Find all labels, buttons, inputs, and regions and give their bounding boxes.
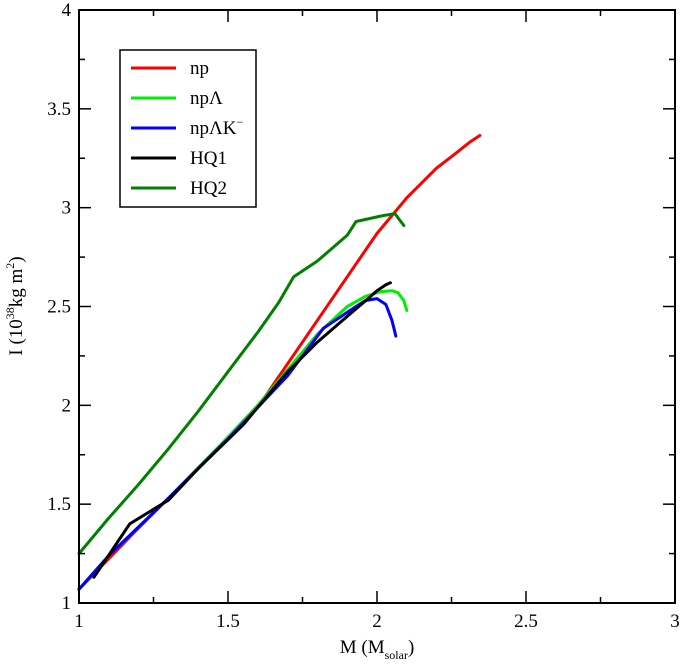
- legend-label-5: HQ2: [190, 178, 227, 199]
- y-tick-label: 2: [62, 395, 72, 416]
- y-tick-label: 3: [62, 198, 72, 219]
- x-tick-label: 1: [74, 611, 84, 632]
- y-tick-label: 1: [62, 593, 72, 614]
- y-tick-label: 2.5: [47, 297, 71, 318]
- legend-label-2: npΛ: [190, 88, 223, 109]
- series-line-5: [77, 212, 406, 556]
- ticks-layer: 1 1.5 2 2.5 3 1 1.5 2 2.5 3 3.5 4: [47, 0, 680, 632]
- x-tick-label: 1.5: [216, 611, 240, 632]
- legend: np npΛ npΛK− HQ1 HQ2: [119, 49, 257, 208]
- legend-label-3: npΛK−: [190, 115, 244, 139]
- series-layer: [77, 134, 482, 591]
- y-tick-label: 3.5: [47, 99, 71, 120]
- series-line-3: [77, 297, 398, 591]
- legend-label-4: HQ1: [190, 148, 227, 169]
- x-tick-label: 2.5: [514, 611, 538, 632]
- x-tick-label: 2: [372, 611, 382, 632]
- x-tick-label: 3: [670, 611, 680, 632]
- legend-label-1: np: [190, 58, 209, 79]
- y-tick-label: 1.5: [47, 494, 71, 515]
- series-line-2: [77, 289, 409, 591]
- series-line-4: [92, 281, 392, 579]
- x-axis-title: M (Msolar): [340, 637, 415, 662]
- y-tick-label: 4: [62, 0, 72, 21]
- y-axis-title: I (1038kg m2): [3, 256, 27, 355]
